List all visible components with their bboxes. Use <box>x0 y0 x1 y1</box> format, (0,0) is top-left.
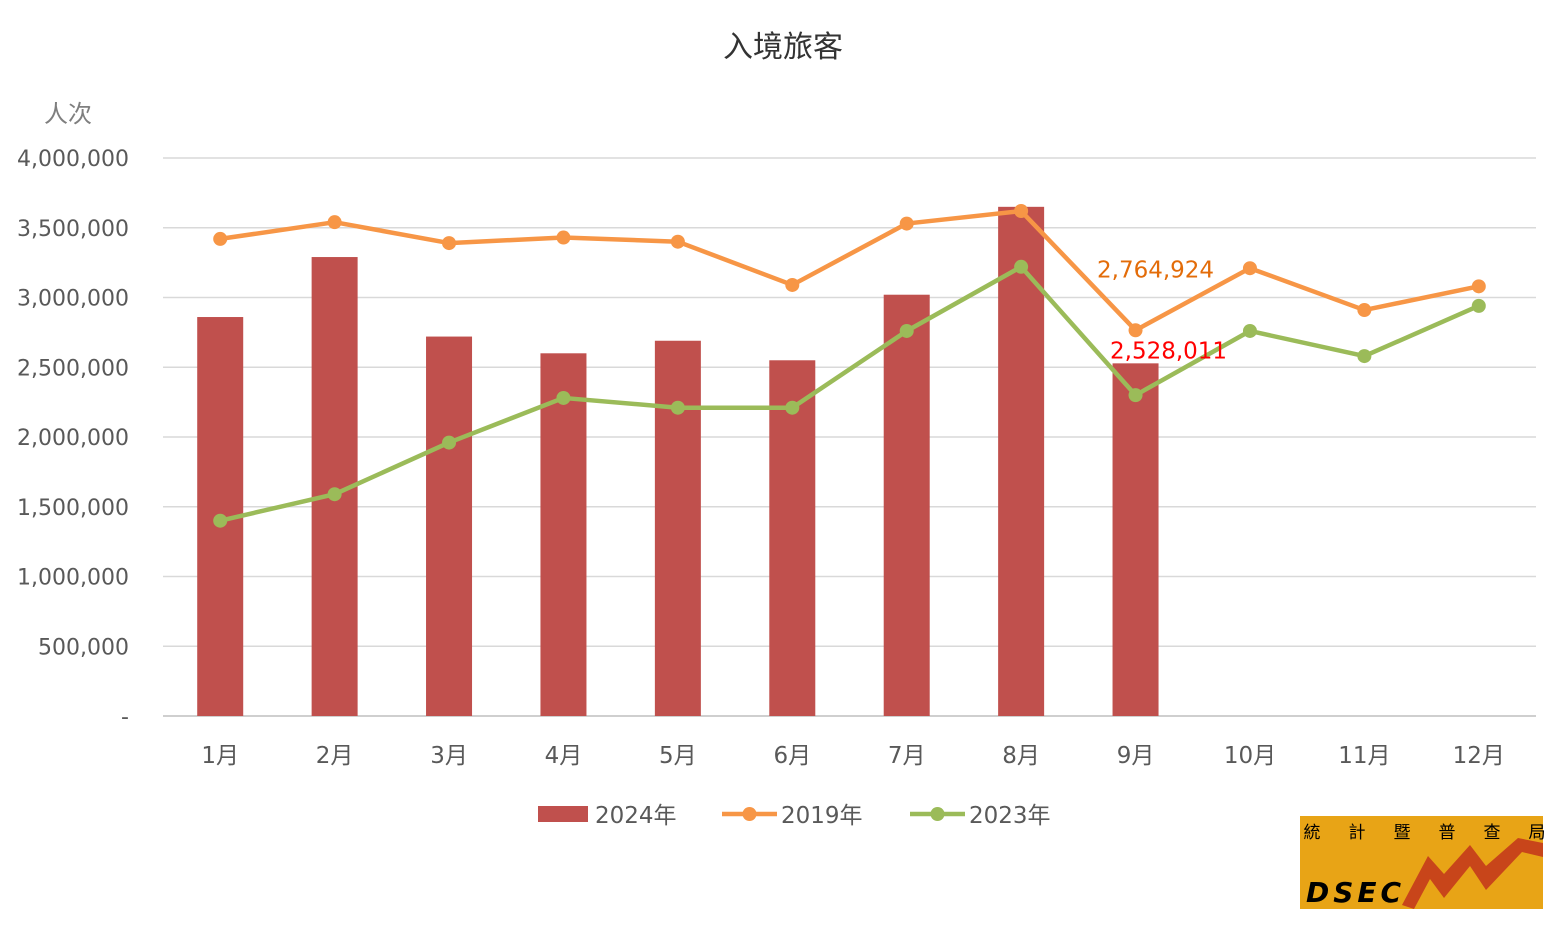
bar <box>998 206 1045 716</box>
gridlines <box>163 157 1536 717</box>
bar <box>1112 363 1159 716</box>
x-tick-label: 9月 <box>1117 743 1155 769</box>
line-point <box>1357 349 1372 364</box>
dsec-logo: 統 計 暨 普 查 局 DSEC <box>1300 816 1546 909</box>
y-tick-label: - <box>121 705 129 730</box>
logo-char: 局 <box>1529 823 1546 843</box>
data-label: 2,764,924 <box>1097 257 1214 283</box>
bar <box>769 360 816 716</box>
line-point <box>899 323 914 338</box>
logo-chinese-name: 統計暨普查局 <box>1304 823 1546 843</box>
line-point <box>670 400 685 415</box>
y-tick-label: 500,000 <box>38 635 129 660</box>
logo-char: 普 <box>1439 823 1456 843</box>
y-tick-label: 4,000,000 <box>17 147 129 172</box>
x-axis-ticks: 1月 2月 3月 4月 5月 6月 7月 8月 9月 10月 11月 12月 <box>201 743 1505 769</box>
line-point <box>785 277 800 292</box>
line-point <box>1014 259 1029 274</box>
y-tick-label: 2,000,000 <box>17 426 129 451</box>
legend-marker <box>930 807 945 821</box>
bar <box>426 336 473 716</box>
logo-char: 查 <box>1484 823 1501 843</box>
legend-swatch <box>538 806 588 822</box>
series-line <box>217 264 1482 523</box>
line-point <box>213 231 228 246</box>
line-point <box>1128 388 1143 403</box>
line-series <box>213 204 1486 528</box>
logo-char: 計 <box>1349 823 1366 843</box>
y-tick-label: 2,500,000 <box>17 356 129 381</box>
data-label: 2,528,011 <box>1110 338 1227 364</box>
logo-char: 統 <box>1304 823 1321 843</box>
line-point <box>1242 323 1257 338</box>
logo-abbreviation: DSEC <box>1306 876 1405 909</box>
legend-label: 2024年 <box>595 803 677 829</box>
x-tick-label: 4月 <box>545 743 583 769</box>
y-tick-label: 1,000,000 <box>17 566 129 591</box>
x-tick-label: 6月 <box>773 743 811 769</box>
line-point <box>442 435 457 450</box>
line-point <box>785 400 800 415</box>
x-tick-label: 10月 <box>1224 743 1276 769</box>
line-point <box>556 230 571 245</box>
line-point <box>670 234 685 249</box>
x-tick-label: 11月 <box>1338 743 1390 769</box>
line-point <box>1128 323 1143 338</box>
bar <box>654 340 701 716</box>
x-tick-label: 1月 <box>201 743 239 769</box>
x-tick-label: 7月 <box>888 743 926 769</box>
chart-title: 入境旅客 <box>723 30 843 65</box>
legend: 2024年 2019年 2023年 <box>538 803 1051 829</box>
bar <box>883 294 930 716</box>
y-axis-ticks: - 500,000 1,000,000 1,500,000 2,000,000 2,500… <box>17 147 129 730</box>
line-point <box>327 215 342 230</box>
y-tick-label: 1,500,000 <box>17 496 129 521</box>
legend-marker <box>742 807 757 821</box>
x-tick-label: 3月 <box>430 743 468 769</box>
logo-zigzag-mark <box>1402 838 1543 909</box>
line-point <box>899 216 914 231</box>
y-tick-label: 3,500,000 <box>17 217 129 242</box>
line-point <box>556 390 571 405</box>
series-line <box>217 208 1482 333</box>
bar <box>540 353 587 716</box>
data-annotations: 2,764,924 2,528,011 <box>1097 257 1227 364</box>
line-point <box>442 236 457 251</box>
x-tick-label: 2月 <box>316 743 354 769</box>
bar-series <box>197 206 1159 716</box>
y-tick-label: 3,000,000 <box>17 287 129 312</box>
logo-char: 暨 <box>1394 823 1411 843</box>
legend-label: 2023年 <box>969 803 1051 829</box>
line-point <box>1014 204 1029 219</box>
line-point <box>1242 261 1257 276</box>
line-point <box>1471 298 1486 313</box>
x-tick-label: 8月 <box>1002 743 1040 769</box>
x-tick-label: 5月 <box>659 743 697 769</box>
line-point <box>1471 279 1486 294</box>
legend-label: 2019年 <box>781 803 863 829</box>
x-tick-label: 12月 <box>1453 743 1505 769</box>
line-point <box>327 487 342 502</box>
line-point <box>213 513 228 528</box>
line-point <box>1357 303 1372 318</box>
y-axis-unit-label: 人次 <box>44 100 92 128</box>
